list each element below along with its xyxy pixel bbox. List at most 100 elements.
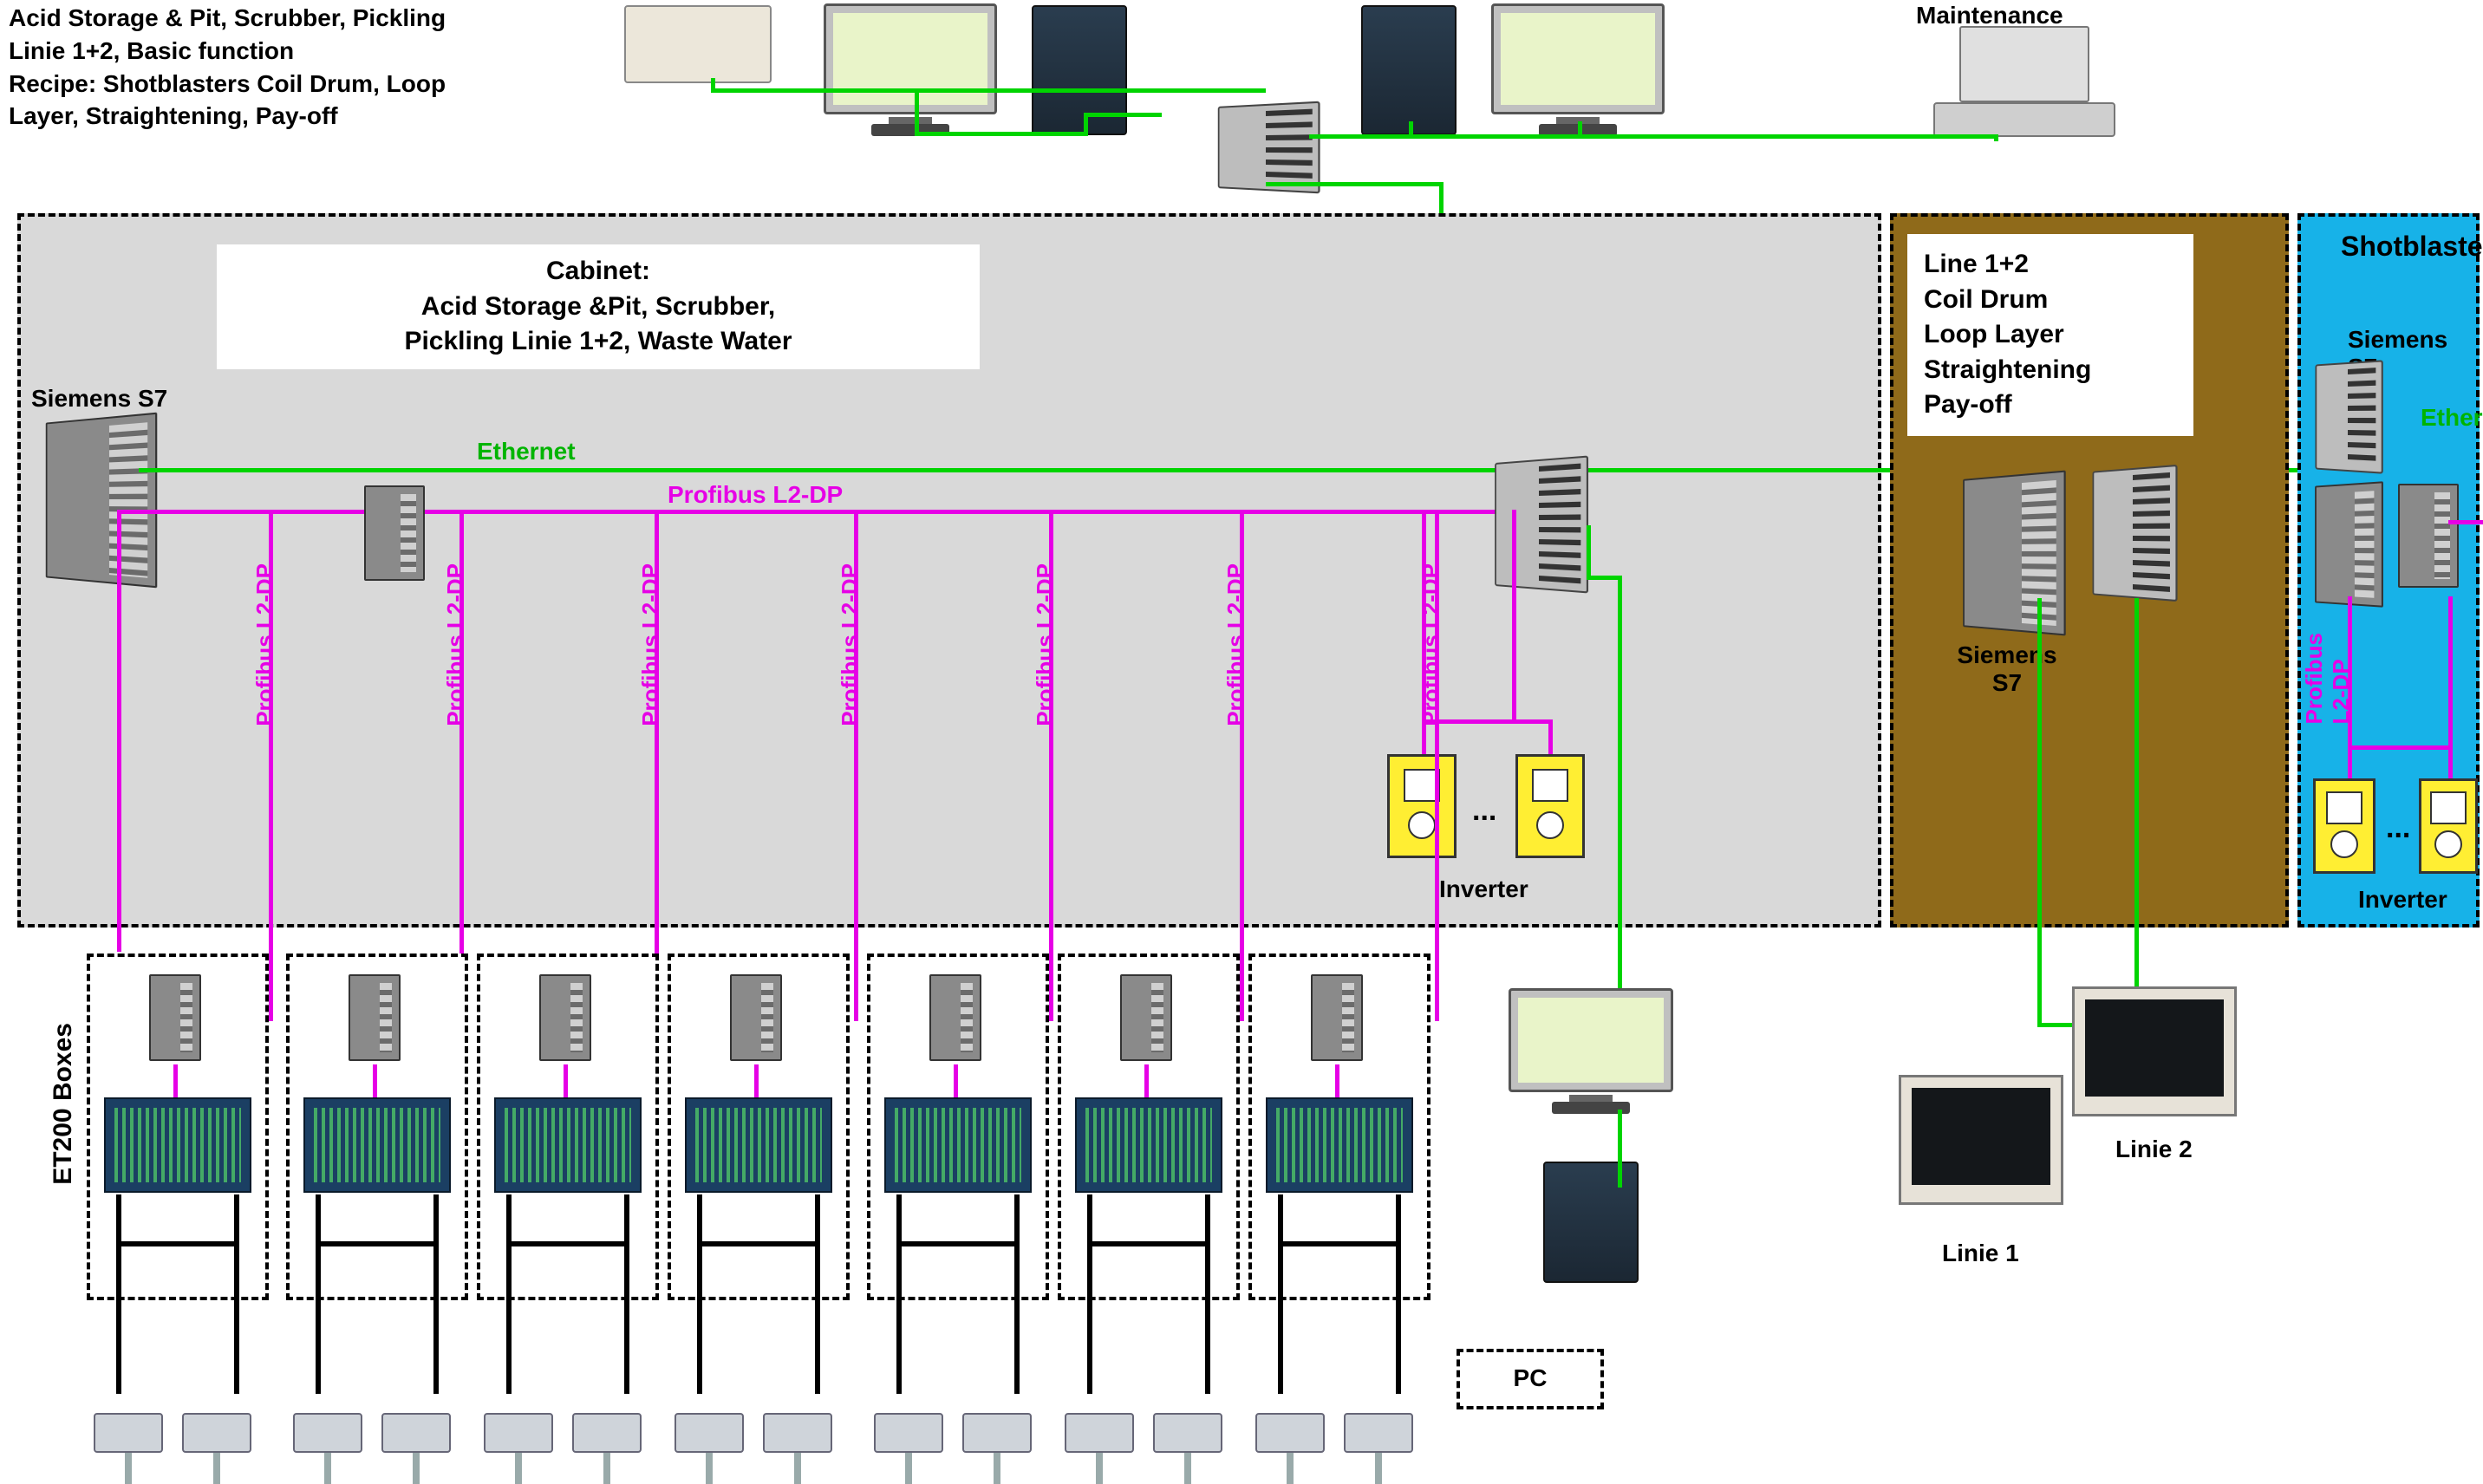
module-icon: [1120, 974, 1172, 1061]
sensor-icon: [874, 1413, 943, 1453]
ethernet-label: Ethernet: [2421, 404, 2483, 432]
laptop-screen-icon: [1959, 26, 2089, 102]
wire-line: [234, 1194, 239, 1394]
wire-line: [1396, 1194, 1401, 1394]
ethernet-line: [915, 132, 1088, 136]
ethernet-line: [1587, 576, 1621, 580]
header-line: Layer, Straightening, Pay-off: [9, 100, 616, 133]
sensor-icon: [763, 1413, 832, 1453]
switch-icon: [2315, 360, 2382, 473]
wire-line: [316, 1194, 321, 1394]
profibus-line: [373, 1064, 377, 1097]
profibus-label: Profibus L2-DP: [668, 481, 843, 509]
io-block-icon: [104, 1097, 251, 1193]
sensor-stem: [213, 1453, 220, 1484]
text: Line 1+2: [1924, 247, 2177, 283]
plc-icon: [46, 413, 158, 589]
sensor-icon: [1255, 1413, 1325, 1453]
wire-line: [316, 1241, 439, 1246]
ethernet-line: [1084, 113, 1162, 117]
sensor-stem: [1096, 1453, 1103, 1484]
wire-line: [896, 1194, 902, 1394]
monitor-icon: [1491, 3, 1665, 114]
profibus-line: [1422, 510, 1426, 754]
siemens-s7-label: Siemens S7: [31, 385, 167, 413]
sensor-stem: [324, 1453, 331, 1484]
wire-line: [1278, 1241, 1401, 1246]
sensor-stem: [413, 1453, 420, 1484]
monitor-icon: [824, 3, 997, 114]
sensor-icon: [1065, 1413, 1134, 1453]
text: Pay-off: [1924, 387, 2177, 423]
wire-line: [433, 1194, 439, 1394]
sensor-icon: [1344, 1413, 1413, 1453]
sensor-stem: [1375, 1453, 1382, 1484]
sensor-stem: [905, 1453, 912, 1484]
wire-line: [506, 1194, 512, 1394]
profibus-line: [2448, 520, 2483, 524]
wire-line: [815, 1194, 820, 1394]
module-icon: [539, 974, 591, 1061]
header-line: Linie 1+2, Basic function: [9, 35, 616, 68]
ethernet-line: [2037, 598, 2042, 1023]
ethernet-line: [1409, 121, 1413, 137]
wire-line: [1087, 1194, 1092, 1394]
hmi-icon: [1899, 1075, 2063, 1205]
sensor-icon: [1153, 1413, 1222, 1453]
plc-icon: [1963, 470, 2066, 635]
profibus-branch-label: Profibus L2-DP: [442, 563, 469, 726]
profibus-line: [564, 1064, 568, 1097]
text: Cabinet:: [230, 254, 967, 290]
profibus-line: [1422, 719, 1552, 724]
profibus-line: [1335, 1064, 1339, 1097]
profibus-branch-label: Profibus L2-DP: [251, 563, 278, 726]
switch-icon: [1495, 455, 1588, 593]
sensor-icon: [293, 1413, 362, 1453]
ethernet-line: [1994, 134, 1998, 141]
module-icon: [730, 974, 782, 1061]
sensor-icon: [572, 1413, 642, 1453]
plc-icon: [2315, 481, 2383, 608]
sensor-stem: [994, 1453, 1000, 1484]
text: Loop Layer: [1924, 317, 2177, 353]
sensor-icon: [484, 1413, 553, 1453]
header-line: Recipe: Shotblasters Coil Drum, Loop: [9, 68, 616, 101]
hmi-icon: [2072, 986, 2237, 1116]
line12-title: Line 1+2 Coil Drum Loop Layer Straighten…: [1907, 234, 2193, 436]
header-text: Acid Storage & Pit, Scrubber, Pickling L…: [9, 2, 616, 133]
inverter-icon: [1515, 754, 1585, 858]
profibus-branch-label: Profibus L2-DP: [837, 563, 864, 726]
module-icon: [149, 974, 201, 1061]
ethernet-line: [1618, 1110, 1622, 1188]
profibus-line: [173, 1064, 178, 1097]
cabinet-title: Cabinet: Acid Storage &Pit, Scrubber, Pi…: [217, 244, 980, 369]
module-icon: [2398, 484, 2459, 588]
inverter-icon: [2419, 778, 2478, 874]
profibus-line: [2348, 596, 2352, 778]
linie1-label: Linie 1: [1942, 1240, 2019, 1267]
sensor-icon: [962, 1413, 1032, 1453]
ellipsis: ...: [2386, 811, 2410, 845]
et200-label: ET200 Boxes: [49, 1023, 78, 1185]
ethernet-line: [915, 88, 919, 132]
wire-line: [1014, 1194, 1020, 1394]
inverter-icon: [1387, 754, 1457, 858]
wire-line: [624, 1194, 629, 1394]
siemens-s7-label: Siemens S7: [1933, 641, 2081, 697]
ethernet-line: [1266, 182, 1443, 186]
profibus-line: [117, 510, 1516, 514]
shotblaster-title: Shotblaster: [2341, 231, 2483, 263]
sensor-stem: [706, 1453, 713, 1484]
pc-tower-icon: [1361, 5, 1457, 135]
text: Coil Drum: [1924, 283, 2177, 318]
module-icon: [364, 485, 425, 581]
io-block-icon: [1266, 1097, 1413, 1193]
wire-line: [116, 1241, 239, 1246]
sensor-icon: [381, 1413, 451, 1453]
module-icon: [349, 974, 401, 1061]
ellipsis: ...: [1472, 794, 1496, 828]
printer-icon: [624, 5, 772, 83]
profibus-line: [2448, 596, 2453, 778]
pc-label: PC: [1460, 1364, 1600, 1392]
ethernet-line: [1578, 121, 1582, 137]
